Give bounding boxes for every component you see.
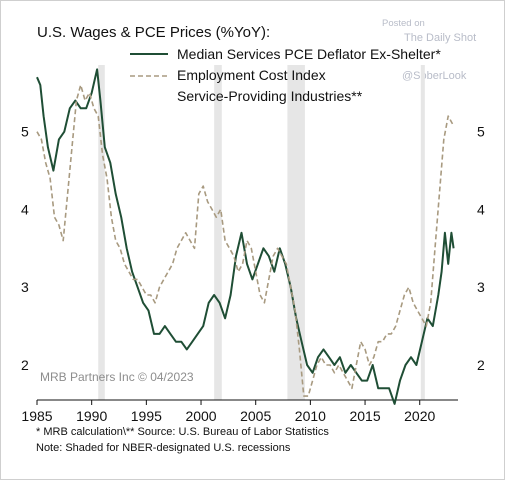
recession-shading — [98, 65, 425, 400]
y-tick-label-left-4: 4 — [21, 201, 29, 217]
legend-label-eci-line-2: Service-Providing Industries** — [177, 88, 363, 104]
series-line-eci — [36, 84, 454, 397]
recession-band-3 — [420, 65, 425, 400]
x-tick-label-2000: 2000 — [185, 408, 216, 424]
y-tick-label-left-3: 3 — [21, 279, 29, 295]
recession-band-0 — [98, 65, 105, 400]
x-tick-label-2015: 2015 — [349, 408, 380, 424]
x-tick-label-1990: 1990 — [76, 408, 107, 424]
footnote-recession: Note: Shaded for NBER-designated U.S. re… — [36, 442, 291, 454]
legend-label-eci: Employment Cost Index Service-Providing … — [177, 67, 363, 104]
y-tick-label-right-2: 2 — [477, 357, 485, 373]
chart-title: U.S. Wages & PCE Prices (%YoY): — [37, 24, 271, 41]
y-tick-label-right-5: 5 — [477, 124, 485, 140]
series-line-pce — [36, 68, 455, 405]
handle-watermark: @SoberLook — [402, 70, 467, 82]
recession-band-1 — [214, 65, 222, 400]
source-watermark: The Daily Shot — [404, 32, 477, 44]
posted-on-label: Posted on — [382, 18, 425, 29]
x-axis-ticks: 1985 1990 1995 2000 2005 2010 2015 2020 — [21, 400, 436, 424]
x-tick-label-1985: 1985 — [21, 408, 52, 424]
x-tick-label-2010: 2010 — [295, 408, 326, 424]
y-tick-label-left-2: 2 — [21, 357, 29, 373]
y-axis-ticks: 2 2 3 3 4 4 5 5 — [21, 124, 485, 373]
x-tick-label-2005: 2005 — [240, 408, 271, 424]
x-tick-label-2020: 2020 — [404, 408, 435, 424]
y-tick-label-right-3: 3 — [477, 279, 485, 295]
legend-label-eci-line-1: Employment Cost Index — [177, 67, 326, 83]
credit-text: MRB Partners Inc © 04/2023 — [40, 370, 194, 384]
footnote-source: * MRB calculation\** Source: U.S. Bureau… — [36, 426, 329, 438]
y-tick-label-right-4: 4 — [477, 201, 485, 217]
y-tick-label-left-5: 5 — [21, 124, 29, 140]
series-lines — [36, 68, 455, 405]
legend-label-pce: Median Services PCE Deflator Ex-Shelter* — [177, 46, 441, 62]
x-tick-label-1995: 1995 — [131, 408, 162, 424]
legend: Median Services PCE Deflator Ex-Shelter*… — [130, 46, 441, 104]
recession-band-2 — [287, 65, 305, 400]
